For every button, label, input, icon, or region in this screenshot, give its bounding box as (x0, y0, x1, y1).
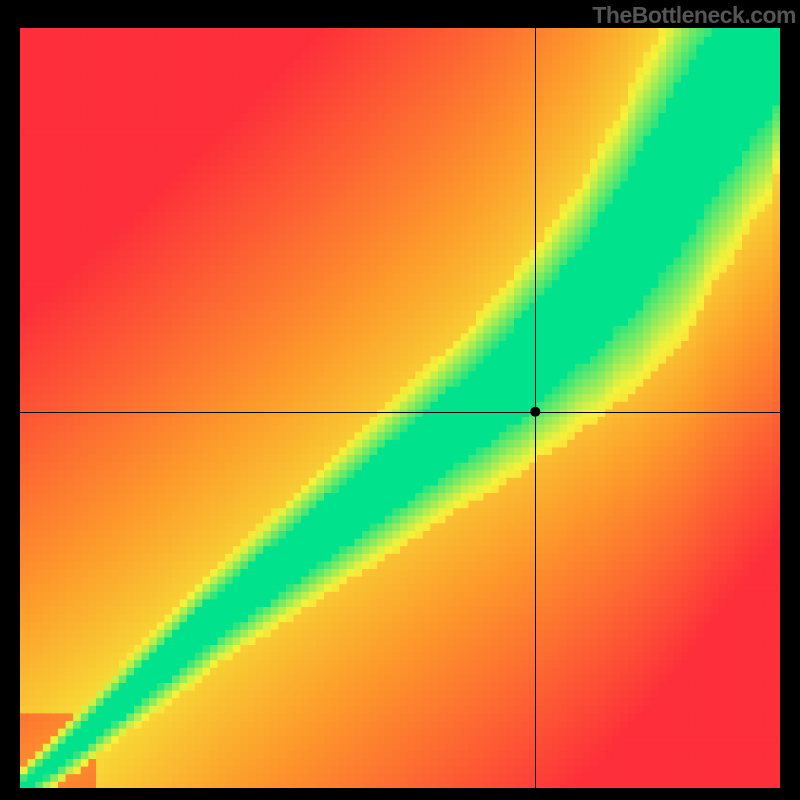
chart-container: TheBottleneck.com (0, 0, 800, 800)
bottleneck-heatmap (20, 28, 780, 788)
watermark-text: TheBottleneck.com (592, 0, 800, 29)
